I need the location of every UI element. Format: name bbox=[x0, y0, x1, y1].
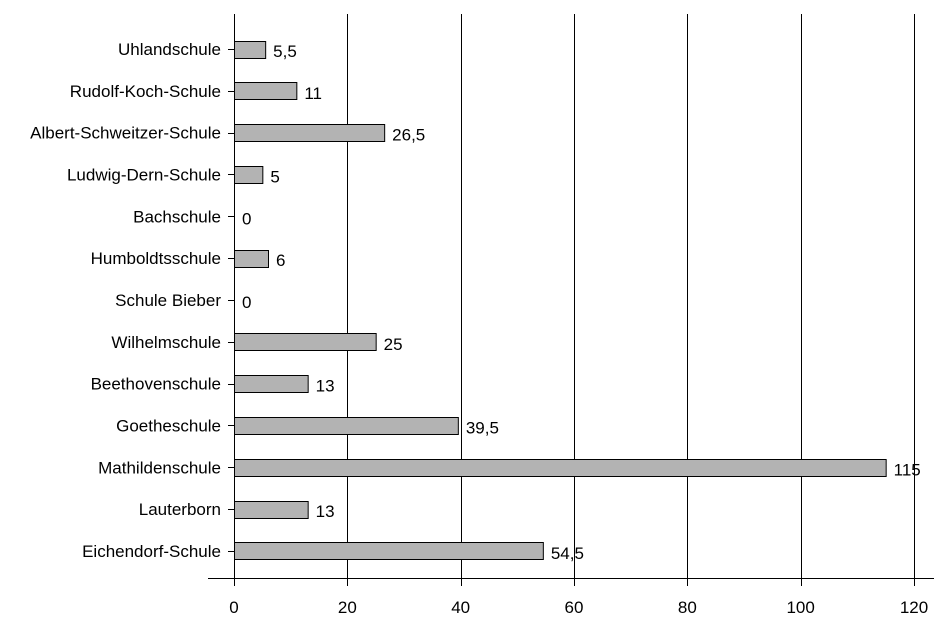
category-label: Ludwig-Dern-Schule bbox=[67, 165, 221, 184]
bar bbox=[234, 459, 887, 477]
bars bbox=[234, 41, 887, 560]
category-label: Humboldtsschule bbox=[91, 249, 221, 268]
x-tick-label: 80 bbox=[678, 598, 697, 617]
grid-lines bbox=[347, 14, 915, 578]
bar bbox=[234, 375, 309, 393]
category-label: Lauterborn bbox=[139, 500, 221, 519]
value-labels: 5,5 11 26,5 5 0 6 0 25 13 39,5 115 13 54,5 bbox=[242, 42, 921, 563]
value-label: 0 bbox=[242, 209, 251, 228]
bar bbox=[234, 542, 544, 560]
value-label: 0 bbox=[242, 293, 251, 312]
value-label: 5 bbox=[270, 167, 279, 186]
value-label: 25 bbox=[384, 335, 403, 354]
bar bbox=[234, 417, 459, 435]
value-label: 39,5 bbox=[466, 418, 499, 437]
x-tick-label: 40 bbox=[451, 598, 470, 617]
bar bbox=[234, 41, 267, 59]
category-label: Albert-Schweitzer-Schule bbox=[30, 124, 221, 143]
value-label: 54,5 bbox=[551, 544, 584, 563]
category-label: Mathildenschule bbox=[98, 458, 221, 477]
bar bbox=[234, 333, 377, 351]
x-tick-label: 120 bbox=[900, 598, 928, 617]
bar bbox=[234, 250, 269, 268]
category-label: Uhlandschule bbox=[118, 40, 221, 59]
category-label: Schule Bieber bbox=[115, 291, 221, 310]
bar bbox=[234, 124, 386, 142]
x-tick-label: 0 bbox=[229, 598, 238, 617]
category-label: Rudolf-Koch-Schule bbox=[70, 82, 221, 101]
category-label: Wilhelmschule bbox=[111, 333, 221, 352]
value-label: 13 bbox=[316, 502, 335, 521]
value-label: 26,5 bbox=[392, 126, 425, 145]
category-label: Bachschule bbox=[133, 207, 221, 226]
x-tick-label: 20 bbox=[338, 598, 357, 617]
category-label: Beethovenschule bbox=[91, 375, 221, 394]
x-tick-label: 100 bbox=[786, 598, 814, 617]
category-labels: Uhlandschule Rudolf-Koch-Schule Albert-Sch… bbox=[30, 40, 221, 561]
category-label: Goetheschule bbox=[116, 416, 221, 435]
value-label: 6 bbox=[276, 251, 285, 270]
value-label: 11 bbox=[304, 84, 322, 103]
category-label: Eichendorf-Schule bbox=[82, 542, 221, 561]
value-label: 5,5 bbox=[273, 42, 297, 61]
x-tick-label: 60 bbox=[565, 598, 584, 617]
x-tick-labels: 0 20 40 60 80 100 120 bbox=[229, 598, 928, 617]
bar bbox=[234, 166, 264, 184]
axes bbox=[208, 14, 934, 586]
value-label: 115 bbox=[894, 460, 921, 479]
value-label: 13 bbox=[316, 377, 335, 396]
bar bbox=[234, 501, 309, 519]
bar bbox=[234, 82, 298, 100]
